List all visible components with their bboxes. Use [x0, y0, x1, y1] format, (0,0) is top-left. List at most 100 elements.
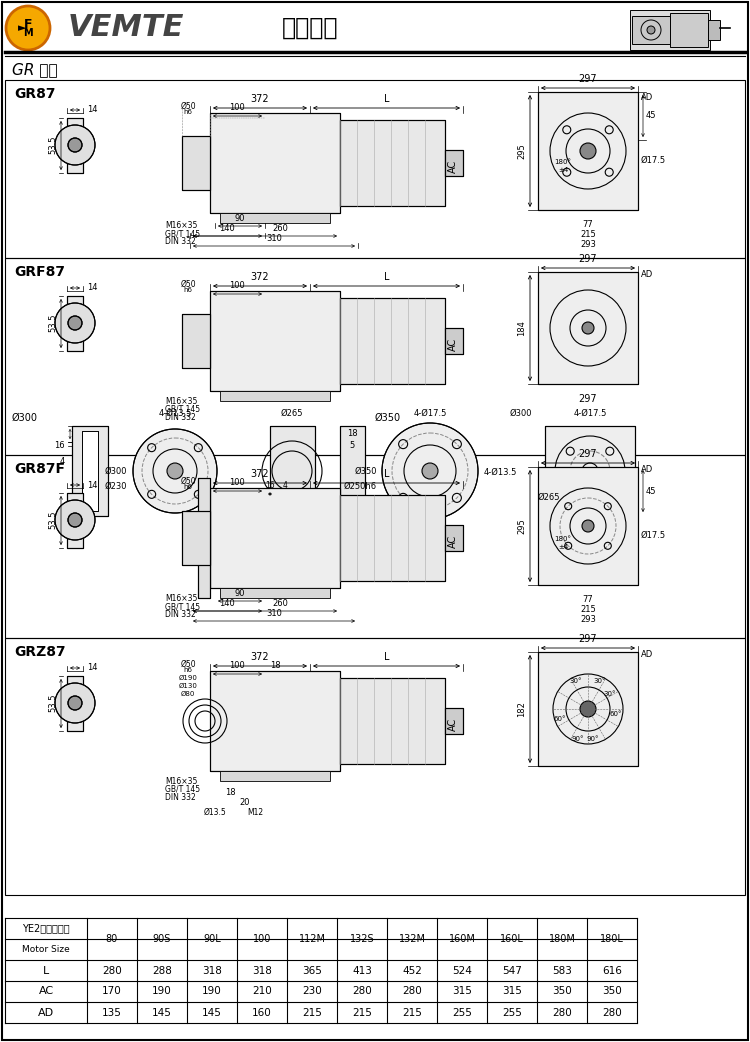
Bar [210, 488, 340, 588]
Circle shape [582, 520, 594, 532]
Text: 112M: 112M [298, 934, 326, 944]
Bar [210, 671, 340, 771]
Circle shape [55, 500, 95, 540]
Text: 14: 14 [87, 283, 98, 293]
Text: GB/T 145: GB/T 145 [165, 785, 200, 794]
Text: 583: 583 [552, 966, 572, 975]
Text: Ø265: Ø265 [280, 410, 303, 418]
Bar [67, 676, 83, 731]
Bar [67, 296, 83, 351]
Text: 293: 293 [580, 240, 596, 249]
Circle shape [68, 696, 82, 710]
Text: 53.5: 53.5 [48, 511, 57, 529]
Text: 372: 372 [251, 94, 269, 104]
Text: 4: 4 [60, 456, 65, 466]
Text: GB/T 145: GB/T 145 [165, 405, 200, 414]
Text: 53.5: 53.5 [48, 694, 57, 713]
Text: 318: 318 [252, 966, 272, 975]
Bar [340, 678, 445, 764]
Text: 365: 365 [302, 966, 322, 975]
Text: 315: 315 [502, 987, 522, 996]
Bar [67, 118, 83, 173]
Bar [340, 298, 445, 384]
Text: L: L [384, 469, 389, 479]
Text: ±4: ±4 [558, 167, 568, 173]
Bar [67, 296, 83, 351]
Bar [182, 511, 210, 565]
Text: 77: 77 [583, 595, 593, 604]
Text: AD: AD [641, 650, 653, 659]
Bar [210, 113, 340, 213]
Bar [708, 20, 720, 40]
Text: GRZ87: GRZ87 [14, 645, 66, 659]
Bar [630, 10, 710, 50]
Bar [538, 92, 638, 210]
Text: 184: 184 [517, 320, 526, 336]
Text: 14: 14 [87, 105, 98, 115]
Text: 30°: 30° [570, 678, 582, 684]
Text: 350: 350 [602, 987, 622, 996]
Bar [445, 328, 463, 354]
Text: 190: 190 [152, 987, 172, 996]
Bar [182, 511, 210, 565]
Text: Ø190: Ø190 [178, 675, 197, 681]
Text: 77: 77 [583, 220, 593, 229]
Text: AD: AD [641, 465, 653, 474]
Text: ►: ► [18, 23, 26, 33]
Text: AC: AC [448, 159, 458, 173]
Text: DIN 332: DIN 332 [165, 610, 196, 619]
Text: 215: 215 [302, 1008, 322, 1017]
Text: 616: 616 [602, 966, 622, 975]
Bar [67, 118, 83, 173]
Text: 132M: 132M [398, 934, 425, 944]
Text: M16×35: M16×35 [165, 222, 197, 230]
Text: AD: AD [641, 270, 653, 279]
Bar [445, 150, 463, 176]
Text: Ø50: Ø50 [180, 279, 196, 289]
Text: h6: h6 [184, 667, 193, 673]
Text: 180M: 180M [548, 934, 575, 944]
Text: 20: 20 [240, 798, 250, 807]
Text: 295: 295 [517, 143, 526, 158]
Text: 260: 260 [272, 224, 288, 233]
Text: Ø350: Ø350 [375, 413, 401, 423]
Text: 297: 297 [579, 449, 597, 458]
Text: 210: 210 [252, 987, 272, 996]
Text: 170: 170 [102, 987, 122, 996]
Bar [270, 426, 315, 516]
Text: 16: 16 [266, 481, 274, 490]
Text: 45: 45 [646, 111, 656, 121]
Text: DIN 332: DIN 332 [165, 413, 196, 422]
Circle shape [68, 138, 82, 152]
Text: YE2电机机座号: YE2电机机座号 [22, 923, 70, 934]
Text: 215: 215 [580, 605, 596, 614]
Text: 297: 297 [579, 634, 597, 644]
Text: 90°: 90° [572, 736, 584, 742]
Circle shape [382, 423, 478, 519]
Text: M16×35: M16×35 [165, 777, 197, 786]
Text: M: M [23, 28, 33, 38]
Bar [340, 426, 365, 516]
Bar [182, 137, 210, 190]
Bar [67, 676, 83, 731]
Bar [545, 426, 635, 516]
Text: 100: 100 [230, 661, 244, 670]
Text: GRF87: GRF87 [14, 265, 65, 279]
Text: 160: 160 [252, 1008, 272, 1017]
Bar [210, 671, 340, 771]
Text: 413: 413 [352, 966, 372, 975]
Text: 140: 140 [219, 599, 235, 607]
Text: 372: 372 [251, 652, 269, 662]
Bar [5, 455, 745, 638]
Text: Ø250h6: Ø250h6 [344, 481, 377, 491]
Bar [538, 272, 638, 384]
Text: Ø50: Ø50 [180, 101, 196, 110]
Text: 318: 318 [202, 966, 222, 975]
Bar [340, 120, 445, 206]
Text: 215: 215 [580, 230, 596, 239]
Text: DIN 332: DIN 332 [165, 238, 196, 247]
Text: Ø300: Ø300 [104, 467, 127, 475]
Bar [445, 328, 463, 354]
Text: 260: 260 [272, 599, 288, 607]
Text: 288: 288 [152, 966, 172, 975]
